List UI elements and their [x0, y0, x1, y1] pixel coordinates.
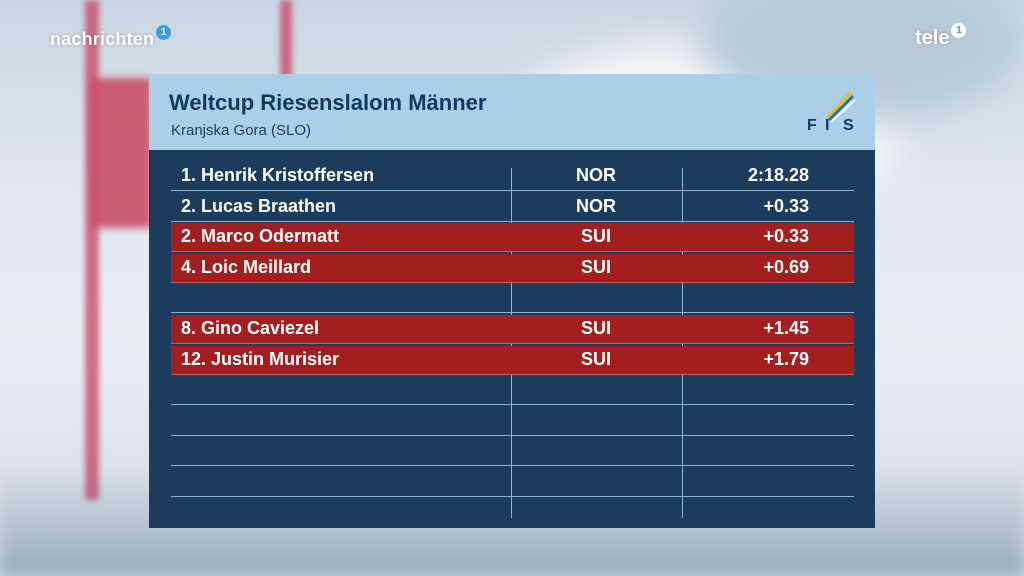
- result-row: 4. Loic Meillard SUI +0.69: [171, 253, 854, 283]
- result-row: [171, 376, 854, 406]
- result-name: 8. Gino Caviezel: [181, 317, 320, 338]
- result-row: 1. Henrik Kristoffersen NOR 2:18.28: [171, 162, 854, 191]
- results-table: 1. Henrik Kristoffersen NOR 2:18.28 2. Luca…: [171, 162, 854, 499]
- result-row: 8. Gino Caviezel SUI +1.45: [171, 314, 854, 344]
- result-time: +1.79: [763, 348, 809, 369]
- gate-pole-right: [280, 0, 292, 90]
- result-row: 2. Marco Odermatt SUI +0.33: [171, 223, 854, 253]
- results-panel: Weltcup Riesenslalom Männer Kranjska Gor…: [149, 74, 875, 528]
- result-time: 2:18.28: [747, 165, 809, 185]
- result-nation: NOR: [576, 165, 616, 185]
- result-time: +0.33: [763, 226, 809, 247]
- channel-logo-text: tele: [915, 27, 950, 49]
- results-title: Weltcup Riesenslalom Männer: [169, 90, 487, 115]
- svg-text:S: S: [843, 117, 854, 134]
- result-time: +0.33: [763, 195, 809, 216]
- channel-badge-icon: 1: [156, 25, 172, 40]
- result-row: 2. Lucas Braathen NOR +0.33: [171, 193, 854, 222]
- result-name: 12. Justin Murisier: [181, 348, 340, 369]
- result-name: 1. Henrik Kristoffersen: [181, 165, 375, 185]
- results-subtitle: Kranjska Gora (SLO): [171, 122, 312, 139]
- result-nation: NOR: [576, 195, 616, 216]
- channel-logo-text: nachrichten: [50, 29, 155, 49]
- result-time: +0.69: [763, 256, 809, 277]
- channel-badge-icon: 1: [951, 23, 967, 38]
- result-row: [171, 468, 854, 497]
- result-row: [171, 407, 854, 436]
- channel-logo-tele: tele 1: [915, 23, 967, 50]
- svg-text:I: I: [825, 117, 829, 134]
- result-nation: SUI: [580, 348, 611, 369]
- results-header: Weltcup Riesenslalom Männer Kranjska Gor…: [149, 74, 875, 150]
- channel-logo-nachrichten: nachrichten 1: [50, 25, 172, 50]
- result-name: 2. Lucas Braathen: [181, 195, 337, 216]
- result-nation: SUI: [580, 226, 611, 247]
- result-time: +1.45: [763, 317, 809, 338]
- gate-flag: [92, 78, 152, 228]
- result-name: 2. Marco Odermatt: [181, 226, 340, 247]
- svg-text:F: F: [807, 117, 817, 134]
- result-name: 4. Loic Meillard: [181, 256, 312, 277]
- result-row: [171, 437, 854, 467]
- result-nation: SUI: [580, 317, 611, 338]
- gate-pole-left: [85, 0, 99, 500]
- result-nation: SUI: [580, 256, 611, 277]
- result-row: [171, 284, 854, 314]
- result-row: 12. Justin Murisier SUI +1.79: [171, 345, 854, 375]
- fis-logo-icon: F I S: [807, 90, 856, 134]
